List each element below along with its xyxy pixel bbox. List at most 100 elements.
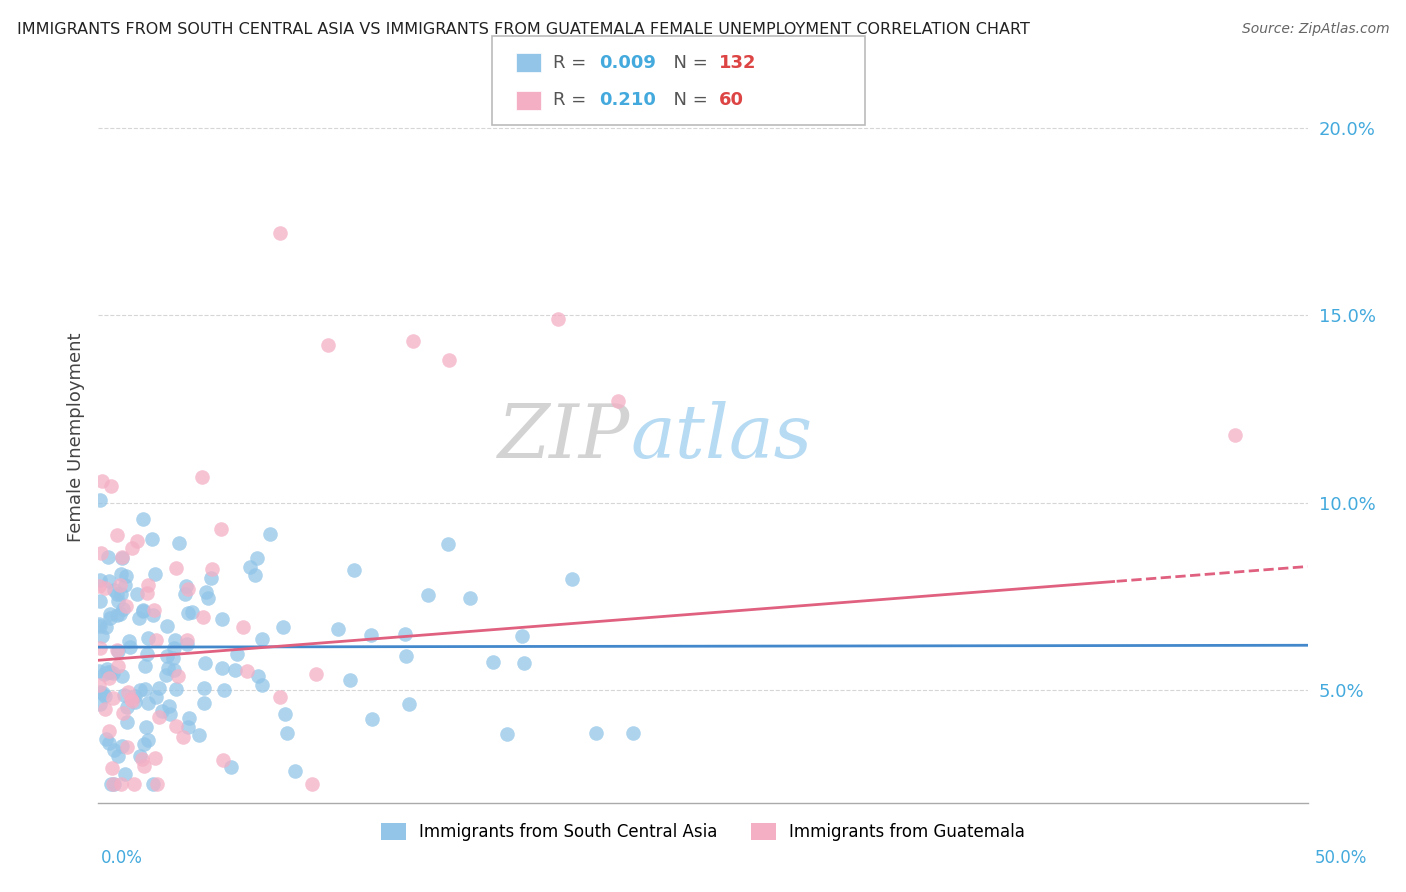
Point bbox=[87, 664, 110, 678]
Point bbox=[100, 479, 122, 493]
Point bbox=[112, 706, 135, 720]
Legend: Immigrants from South Central Asia, Immigrants from Guatemala: Immigrants from South Central Asia, Immi… bbox=[373, 814, 1033, 849]
Point bbox=[105, 607, 128, 622]
Point bbox=[259, 526, 281, 541]
Point bbox=[193, 681, 215, 696]
Point bbox=[343, 563, 366, 577]
Point bbox=[169, 536, 191, 550]
Point bbox=[304, 667, 326, 681]
Point bbox=[111, 551, 134, 566]
Text: 50.0%: 50.0% bbox=[1315, 849, 1367, 867]
Point bbox=[121, 694, 143, 708]
Point bbox=[194, 656, 217, 670]
Point bbox=[482, 655, 505, 669]
Point bbox=[110, 578, 132, 592]
Point bbox=[142, 607, 165, 622]
Point bbox=[219, 760, 242, 774]
Point bbox=[111, 739, 134, 754]
Point bbox=[94, 620, 117, 634]
Point bbox=[90, 546, 112, 560]
Point bbox=[269, 690, 291, 704]
Point bbox=[103, 777, 125, 791]
Point bbox=[201, 561, 224, 575]
Point bbox=[89, 619, 111, 633]
Point bbox=[621, 726, 644, 740]
Point bbox=[89, 640, 111, 655]
Point bbox=[145, 690, 167, 704]
Text: 60: 60 bbox=[718, 91, 744, 110]
Point bbox=[166, 719, 188, 733]
Point bbox=[121, 541, 143, 556]
Point bbox=[132, 737, 155, 751]
Point bbox=[326, 622, 349, 636]
Point bbox=[118, 640, 141, 654]
Point bbox=[110, 567, 132, 582]
Point bbox=[101, 761, 124, 775]
Point bbox=[194, 584, 217, 599]
Point bbox=[91, 686, 114, 700]
Point bbox=[209, 522, 232, 536]
Point bbox=[97, 671, 120, 685]
Point bbox=[191, 470, 214, 484]
Point bbox=[89, 573, 111, 587]
Point bbox=[458, 591, 481, 605]
Point bbox=[138, 696, 160, 710]
Point bbox=[200, 571, 222, 585]
Point bbox=[398, 698, 420, 712]
Point bbox=[561, 572, 583, 586]
Point bbox=[176, 607, 198, 621]
Point bbox=[437, 353, 460, 368]
Point bbox=[247, 669, 270, 683]
Point bbox=[112, 688, 135, 702]
Point bbox=[172, 730, 194, 744]
Point bbox=[360, 628, 382, 642]
Point bbox=[212, 683, 235, 698]
Point bbox=[239, 560, 262, 574]
Point bbox=[94, 581, 117, 595]
Point bbox=[165, 681, 187, 696]
Point bbox=[101, 777, 124, 791]
Point bbox=[136, 733, 159, 747]
Point bbox=[547, 312, 569, 326]
Point bbox=[174, 579, 197, 593]
Point bbox=[243, 567, 266, 582]
Point bbox=[89, 685, 111, 699]
Point bbox=[129, 683, 152, 698]
Point bbox=[274, 706, 297, 721]
Point bbox=[316, 338, 339, 352]
Point bbox=[107, 659, 129, 673]
Point bbox=[402, 334, 425, 349]
Text: 0.0%: 0.0% bbox=[101, 849, 143, 867]
Point bbox=[115, 568, 138, 582]
Point bbox=[156, 648, 179, 663]
Point bbox=[115, 699, 138, 714]
Point bbox=[135, 720, 157, 734]
Point bbox=[212, 753, 235, 767]
Point bbox=[131, 752, 153, 766]
Text: ZIP: ZIP bbox=[498, 401, 630, 474]
Point bbox=[97, 723, 120, 738]
Point bbox=[174, 587, 197, 601]
Point bbox=[115, 715, 138, 730]
Point bbox=[163, 663, 186, 677]
Point bbox=[513, 657, 536, 671]
Point bbox=[436, 536, 458, 550]
Point bbox=[143, 751, 166, 765]
Point bbox=[94, 689, 117, 703]
Point bbox=[110, 587, 132, 601]
Point bbox=[1223, 428, 1246, 442]
Point bbox=[495, 727, 517, 741]
Point bbox=[120, 691, 142, 706]
Point bbox=[105, 528, 128, 542]
Point bbox=[90, 475, 112, 489]
Point bbox=[211, 661, 233, 675]
Y-axis label: Female Unemployment: Female Unemployment bbox=[66, 333, 84, 541]
Point bbox=[148, 710, 170, 724]
Point bbox=[284, 764, 307, 779]
Point bbox=[110, 669, 132, 683]
Point bbox=[100, 777, 122, 791]
Point bbox=[124, 689, 146, 703]
Point bbox=[165, 633, 187, 648]
Point bbox=[177, 582, 200, 596]
Point bbox=[211, 611, 233, 625]
